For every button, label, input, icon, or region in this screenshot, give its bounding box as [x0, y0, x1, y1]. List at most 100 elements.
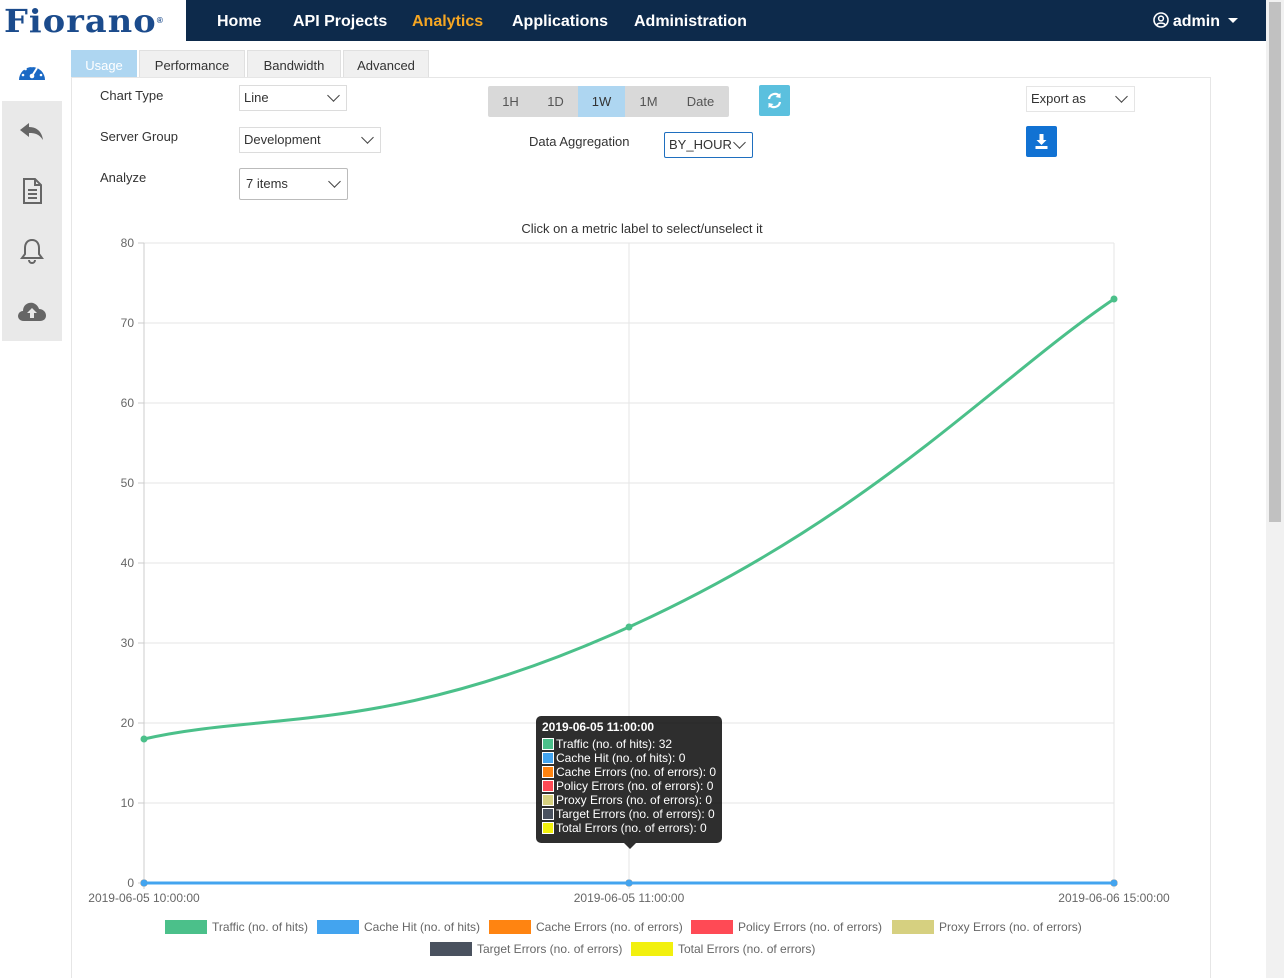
- chart-hint: Click on a metric label to select/unsele…: [521, 221, 763, 236]
- legend-label: Cache Hit (no. of hits): [364, 920, 481, 934]
- brand-area[interactable]: Fiorano®: [0, 0, 186, 41]
- tooltip-row: Proxy Errors (no. of errors): 0: [542, 793, 712, 807]
- export-as-select[interactable]: Export as: [1026, 86, 1135, 112]
- range-1m[interactable]: 1M: [639, 94, 658, 109]
- server-group-select[interactable]: Development: [239, 127, 381, 153]
- data-aggregation-value: BY_HOUR: [669, 137, 732, 152]
- tab-performance[interactable]: Performance: [139, 50, 245, 78]
- legend-swatch: [542, 822, 554, 834]
- x-tick-label: 2019-06-05 10:00:00: [88, 891, 200, 905]
- legend-swatch: [542, 738, 554, 750]
- tooltip-row: Traffic (no. of hits): 32: [542, 737, 672, 751]
- tooltip-row-text: Cache Hit (no. of hits): 0: [556, 751, 686, 765]
- analyze-value: 7 items: [246, 176, 288, 191]
- legend-swatch: [542, 808, 554, 820]
- tooltip-arrow: [624, 843, 636, 849]
- nav-administration[interactable]: Administration: [634, 13, 747, 30]
- user-name: admin: [1172, 13, 1220, 30]
- y-tick-label: 10: [121, 796, 135, 810]
- legend-item-traffic[interactable]: Traffic (no. of hits): [165, 919, 308, 935]
- export-as-label: Export as: [1031, 91, 1086, 106]
- server-group-value: Development: [244, 132, 321, 147]
- tooltip-row-text: Traffic (no. of hits): 32: [556, 737, 673, 751]
- legend-label: Cache Errors (no. of errors): [536, 920, 683, 934]
- legend-item-cache-hit[interactable]: Cache Hit (no. of hits): [317, 919, 480, 935]
- download-icon: [1035, 134, 1048, 149]
- cloud-upload-icon[interactable]: [16, 295, 48, 327]
- y-tick-label: 30: [121, 636, 135, 650]
- nav-api-projects[interactable]: API Projects: [293, 13, 388, 30]
- legend-item-target-errors[interactable]: Target Errors (no. of errors): [430, 941, 622, 957]
- time-range-group: 1H 1D 1W 1M Date: [488, 86, 729, 117]
- nav-home[interactable]: Home: [217, 13, 262, 30]
- legend-swatch: [317, 920, 359, 934]
- legend-swatch: [542, 766, 554, 778]
- chart-type-value: Line: [244, 90, 269, 105]
- legend-swatch: [892, 920, 934, 934]
- x-tick-label: 2019-06-06 15:00:00: [1058, 891, 1170, 905]
- user-menu[interactable]: admin: [1153, 0, 1238, 41]
- legend-label: Total Errors (no. of errors): [678, 942, 816, 956]
- legend-swatch: [542, 752, 554, 764]
- tab-bandwidth[interactable]: Bandwidth: [247, 50, 341, 78]
- traffic-data-point: [140, 735, 148, 743]
- legend-label: Proxy Errors (no. of errors): [939, 920, 1082, 934]
- traffic-data-point: [1110, 295, 1118, 303]
- undo-icon[interactable]: [16, 115, 48, 147]
- y-tick-label: 70: [121, 316, 135, 330]
- cache-hit-data-point: [625, 879, 633, 887]
- legend-swatch: [542, 794, 554, 806]
- analyze-select[interactable]: 7 items: [239, 168, 348, 200]
- tooltip-row-text: Proxy Errors (no. of errors): 0: [556, 793, 713, 807]
- legend-item-proxy-errors[interactable]: Proxy Errors (no. of errors): [892, 919, 1082, 935]
- tooltip-row-text: Cache Errors (no. of errors): 0: [556, 765, 717, 779]
- y-tick-label: 50: [121, 476, 135, 490]
- range-1h[interactable]: 1H: [502, 94, 519, 109]
- tooltip-row: Cache Hit (no. of hits): 0: [542, 751, 685, 765]
- legend-swatch: [430, 942, 472, 956]
- nav-analytics[interactable]: Analytics: [412, 13, 484, 30]
- tooltip-row-text: Policy Errors (no. of errors): 0: [556, 779, 714, 793]
- data-aggregation-select[interactable]: BY_HOUR: [664, 132, 753, 158]
- y-tick-label: 40: [121, 556, 135, 570]
- page-scrollbar[interactable]: [1266, 0, 1284, 978]
- dashboard-icon[interactable]: [16, 58, 48, 86]
- chart-tooltip: 2019-06-05 11:00:00 Traffic (no. of hits…: [536, 716, 722, 843]
- y-tick-label: 60: [121, 396, 135, 410]
- legend-item-cache-errors[interactable]: Cache Errors (no. of errors): [489, 919, 683, 935]
- legend-swatch: [691, 920, 733, 934]
- legend-swatch: [631, 942, 673, 956]
- range-1d[interactable]: 1D: [547, 94, 564, 109]
- nav-applications[interactable]: Applications: [512, 13, 609, 30]
- tab-usage[interactable]: Usage: [71, 50, 137, 78]
- analyze-label: Analyze: [100, 170, 147, 185]
- legend-item-policy-errors[interactable]: Policy Errors (no. of errors): [691, 919, 882, 935]
- legend-item-total-errors[interactable]: Total Errors (no. of errors): [631, 941, 815, 957]
- range-1w[interactable]: 1W: [578, 86, 625, 117]
- scrollbar-thumb[interactable]: [1269, 2, 1281, 522]
- bell-icon[interactable]: [16, 235, 48, 267]
- legend-label: Target Errors (no. of errors): [477, 942, 623, 956]
- tooltip-row: Policy Errors (no. of errors): 0: [542, 779, 713, 793]
- y-tick-label: 20: [121, 716, 135, 730]
- range-date[interactable]: Date: [686, 94, 715, 109]
- tooltip-row: Target Errors (no. of errors): 0: [542, 807, 715, 821]
- caret-down-icon: [1228, 18, 1238, 23]
- legend-label: Policy Errors (no. of errors): [738, 920, 883, 934]
- server-group-label: Server Group: [100, 129, 179, 144]
- legend-swatch: [542, 780, 554, 792]
- traffic-data-point: [625, 623, 633, 631]
- document-icon[interactable]: [16, 175, 48, 207]
- refresh-button[interactable]: [759, 85, 790, 116]
- chart-type-select[interactable]: Line: [239, 85, 347, 111]
- refresh-icon: [767, 92, 782, 109]
- chart-type-label: Chart Type: [100, 88, 164, 103]
- tooltip-row: Total Errors (no. of errors): 0: [542, 821, 707, 835]
- download-button[interactable]: [1026, 126, 1057, 157]
- x-tick-label: 2019-06-05 11:00:00: [574, 891, 685, 905]
- tab-advanced[interactable]: Advanced: [343, 50, 429, 78]
- fiorano-logo[interactable]: Fiorano®: [4, 2, 164, 40]
- user-circle-icon: [1153, 12, 1169, 28]
- cache-hit-data-point: [140, 879, 148, 887]
